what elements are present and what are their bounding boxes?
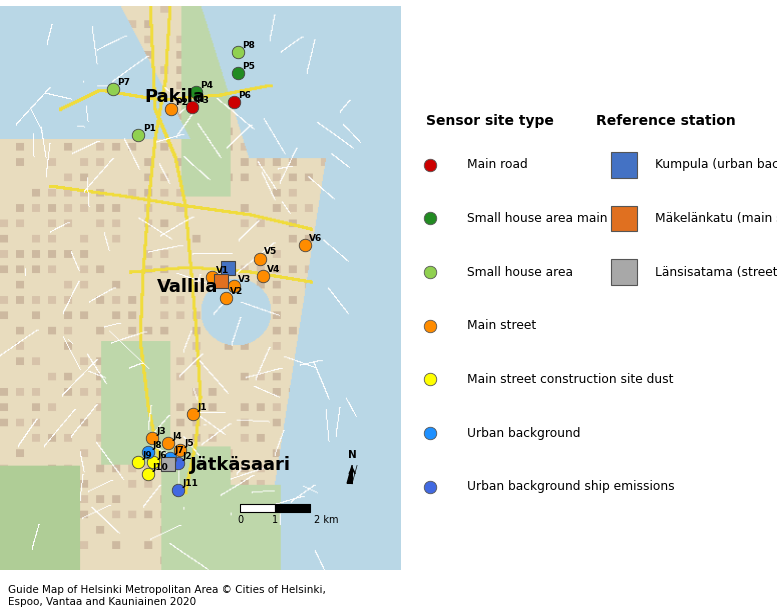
Text: Guide Map of Helsinki Metropolitan Area © Cities of Helsinki,
Espoo, Vantaa and : Guide Map of Helsinki Metropolitan Area … bbox=[8, 586, 326, 607]
Text: V2: V2 bbox=[230, 287, 243, 296]
Polygon shape bbox=[352, 465, 357, 483]
Text: Länsisatama (street and harbor): Länsisatama (street and harbor) bbox=[655, 265, 777, 279]
Text: P3: P3 bbox=[197, 96, 209, 106]
Text: J4: J4 bbox=[172, 432, 182, 441]
Text: J1: J1 bbox=[197, 403, 207, 412]
Text: V3: V3 bbox=[239, 275, 252, 284]
Text: 2 km: 2 km bbox=[314, 515, 339, 525]
Text: V4: V4 bbox=[267, 265, 280, 274]
Text: Small house area: Small house area bbox=[467, 265, 573, 279]
Text: J2: J2 bbox=[183, 452, 192, 461]
Text: N: N bbox=[348, 450, 357, 461]
Text: Sensor site type: Sensor site type bbox=[427, 114, 554, 128]
Text: Main road: Main road bbox=[467, 158, 528, 171]
Text: J9: J9 bbox=[142, 451, 152, 460]
Text: J10: J10 bbox=[152, 462, 168, 472]
Text: Vallila: Vallila bbox=[158, 278, 219, 296]
Text: Main street construction site dust: Main street construction site dust bbox=[467, 373, 674, 386]
Text: J6: J6 bbox=[157, 451, 167, 460]
Text: Mäkelänkatu (main street): Mäkelänkatu (main street) bbox=[655, 212, 777, 225]
FancyBboxPatch shape bbox=[611, 152, 637, 178]
Text: J7: J7 bbox=[174, 447, 184, 455]
Text: P5: P5 bbox=[242, 62, 255, 71]
Text: V5: V5 bbox=[264, 248, 277, 256]
Text: J11: J11 bbox=[183, 479, 198, 488]
FancyBboxPatch shape bbox=[611, 206, 637, 231]
Text: 0: 0 bbox=[237, 515, 243, 525]
Text: Small house area main road: Small house area main road bbox=[467, 212, 639, 225]
Text: P6: P6 bbox=[239, 90, 251, 99]
Text: V1: V1 bbox=[216, 265, 229, 275]
Text: V6: V6 bbox=[309, 234, 322, 243]
Text: J8: J8 bbox=[152, 440, 162, 450]
Text: Urban background: Urban background bbox=[467, 426, 580, 440]
Text: Pakila: Pakila bbox=[145, 88, 205, 106]
Text: Kumpula (urban background): Kumpula (urban background) bbox=[655, 158, 777, 171]
Text: J3: J3 bbox=[156, 427, 166, 436]
Text: P1: P1 bbox=[144, 124, 156, 133]
Text: J5: J5 bbox=[184, 439, 193, 448]
Text: P7: P7 bbox=[117, 78, 131, 87]
FancyBboxPatch shape bbox=[611, 259, 637, 285]
Text: 1: 1 bbox=[272, 515, 278, 525]
Polygon shape bbox=[347, 465, 352, 483]
Text: Urban background ship emissions: Urban background ship emissions bbox=[467, 480, 674, 493]
Text: Main street: Main street bbox=[467, 319, 536, 332]
Text: Jätkäsaari: Jätkäsaari bbox=[190, 456, 291, 474]
Text: Reference station: Reference station bbox=[596, 114, 736, 128]
Text: P4: P4 bbox=[200, 81, 213, 90]
Text: P8: P8 bbox=[242, 41, 255, 50]
Text: P2: P2 bbox=[176, 98, 188, 107]
